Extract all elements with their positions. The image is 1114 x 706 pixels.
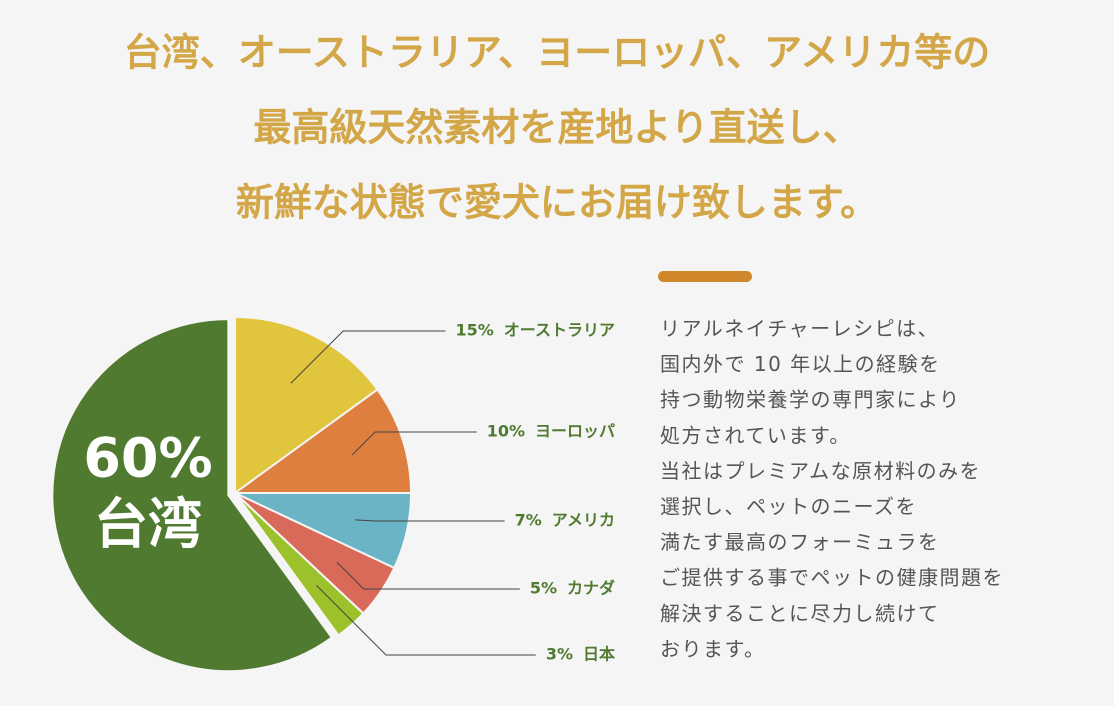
slice-value-label: 7%	[515, 511, 542, 530]
leader-line	[316, 585, 536, 656]
slice-value-label: 3%	[546, 645, 573, 664]
leader-line	[355, 519, 505, 522]
divider	[658, 271, 752, 282]
slice-category-label: ヨーロッパ	[535, 422, 615, 441]
slice-category-label: オーストラリア	[504, 321, 615, 340]
pie-slice	[234, 315, 379, 495]
slice-category-label: 台湾	[94, 493, 202, 556]
title-line: 最高級天然素材を産地より直送し、	[253, 106, 860, 150]
title-line: 新鮮な状態で愛犬にお届け致します。	[236, 181, 878, 225]
slice-category-label: 日本	[583, 645, 615, 664]
description-line: 当社はプレミアムな原材料のみを	[660, 459, 981, 483]
slice-category-label: カナダ	[567, 579, 615, 598]
pie-slice	[51, 318, 334, 673]
description-line: 持つ動物栄養学の専門家により	[660, 388, 961, 412]
slice-value-label: 15%	[456, 321, 494, 340]
description-line: 処方されています。	[660, 423, 851, 447]
description-line: 選択し、ペットのニーズを	[660, 495, 917, 519]
leader-line	[290, 330, 446, 384]
leader-line	[336, 561, 520, 590]
leader-line	[351, 431, 477, 456]
description-line: 解決することに尽力し続けて	[660, 601, 940, 625]
pie-slice	[231, 388, 413, 494]
description: リアルネイチャーレシピは、国内外で 10 年以上の経験を持つ動物栄養学の専門家に…	[660, 317, 1004, 661]
description-line: リアルネイチャーレシピは、	[660, 317, 939, 341]
description-line: ご提供する事でペットの健康問題を	[660, 566, 1004, 590]
slice-value-label: 60%	[83, 427, 212, 490]
description-line: 満たす最高のフォーミュラを	[660, 530, 940, 554]
slice-value-label: 10%	[487, 422, 525, 441]
pie-chart: オーストラリア 15% ヨーロッパ 10% アメリカ 7% カナダ 5% 日本 3% 60%台湾	[51, 315, 615, 673]
slice-value-label: 5%	[530, 579, 557, 598]
description-line: 国内外で 10 年以上の経験を	[660, 352, 941, 376]
slice-category-label: アメリカ	[552, 511, 615, 530]
title-line: 台湾、オーストラリア、ヨーロッパ、アメリカ等の	[124, 31, 990, 75]
description-line: おります。	[660, 637, 766, 661]
